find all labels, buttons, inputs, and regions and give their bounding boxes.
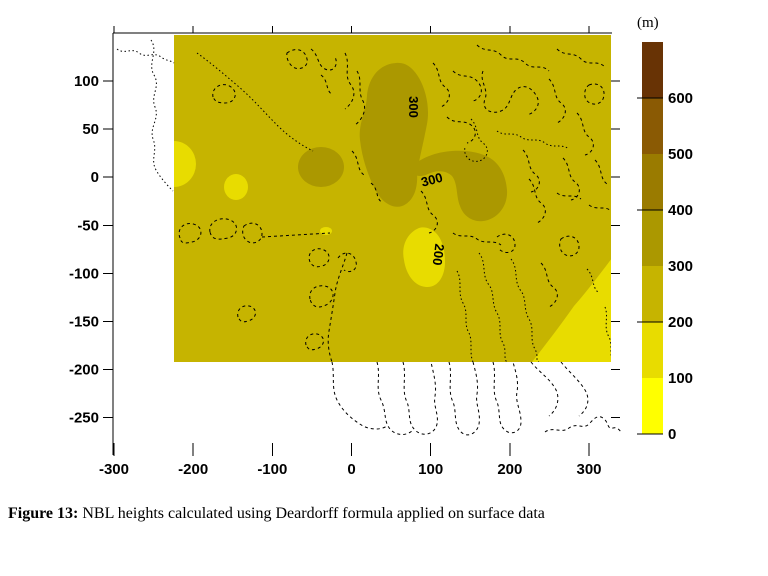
dark-region-central-blob — [359, 62, 429, 207]
contour-inline-labels: 300 300 200 — [406, 96, 447, 266]
colorbar-band — [642, 266, 663, 322]
light-patch-200-label — [403, 227, 445, 288]
y-tick-label: 100 — [74, 73, 99, 90]
y-tick-label: -250 — [69, 409, 99, 426]
colorbar: 0 100 200 300 400 500 600 (m) — [637, 15, 693, 443]
colorbar-band — [642, 42, 663, 98]
figure-caption: Figure 13: NBL heights calculated using … — [8, 505, 752, 523]
colorbar-tick-label: 100 — [668, 370, 693, 387]
contour-lines — [178, 44, 611, 362]
x-tick-label: 300 — [576, 461, 601, 478]
y-tick-label: -50 — [77, 217, 99, 234]
colorbar-band — [642, 154, 663, 210]
colorbar-tick-label: 200 — [668, 314, 693, 331]
contour-label: 300 — [406, 96, 421, 118]
colorbar-tick-label: 500 — [668, 146, 693, 163]
x-tick-label: 100 — [418, 461, 443, 478]
colorbar-tick-label: 400 — [668, 202, 693, 219]
colorbar-tick-label: 300 — [668, 258, 693, 275]
colorbar-band — [642, 210, 663, 266]
y-tick-label: -200 — [69, 361, 99, 378]
y-tick-label: -100 — [69, 265, 99, 282]
colorbar-band — [642, 98, 663, 154]
colorbar-tick-label: 0 — [668, 426, 676, 443]
figure-caption-text: NBL heights calculated using Deardorff f… — [82, 505, 545, 522]
y-tick-label: -150 — [69, 313, 99, 330]
colorbar-tick-label: 600 — [668, 90, 693, 107]
colorbar-band — [642, 378, 663, 434]
colorbar-band — [642, 322, 663, 378]
axis-ticks — [103, 26, 620, 456]
y-tick-label: 50 — [82, 121, 99, 138]
light-patch-west — [224, 174, 248, 200]
contour-label: 200 — [430, 243, 448, 266]
nbl-contour-plot: -300 -200 -100 0 100 200 300100500-50-100-150-… — [69, 15, 693, 478]
x-tick-label: 0 — [347, 461, 355, 478]
axis-tick-labels: -300 -200 -100 0 100 200 300 100 50 0 -50 -100 -150 -… — [69, 73, 602, 478]
x-tick-label: -100 — [257, 461, 287, 478]
y-tick-label: 0 — [91, 169, 99, 186]
filled-contour-field — [174, 35, 611, 362]
contour-label: 300 — [419, 170, 444, 190]
dark-blob-west — [298, 147, 344, 187]
axes — [112, 32, 612, 455]
x-tick-label: 200 — [497, 461, 522, 478]
x-tick-label: -300 — [99, 461, 129, 478]
x-tick-label: -200 — [178, 461, 208, 478]
colorbar-unit-label: (m) — [637, 15, 659, 31]
coastlines — [116, 39, 622, 436]
light-region-southeast-corner — [532, 259, 611, 362]
figure-caption-label: Figure 13: — [8, 505, 79, 522]
light-patch-west-edge — [174, 141, 196, 187]
dark-region-east-lobe — [410, 150, 508, 222]
light-spot-center — [320, 227, 332, 235]
